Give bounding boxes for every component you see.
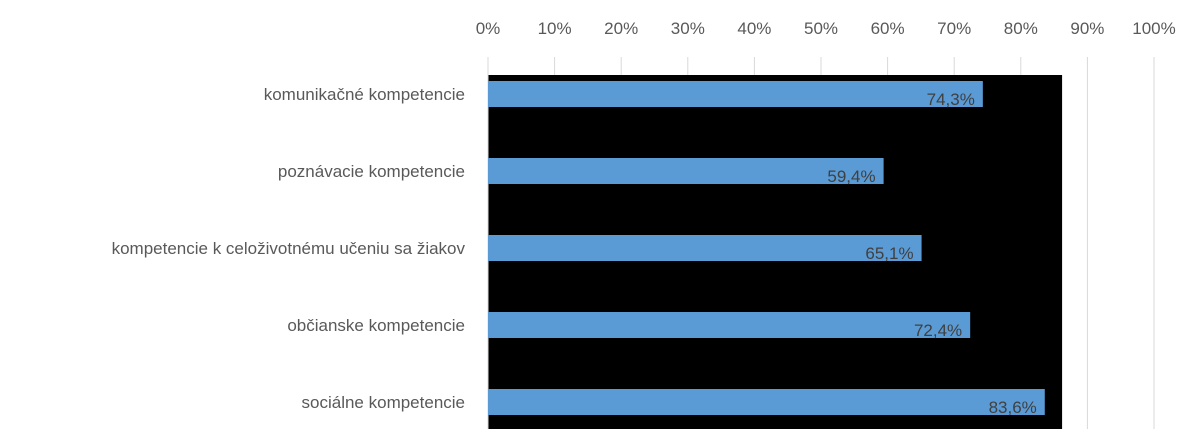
data-labels: 74,3% 59,4% 65,1% 72,4% 83,6%	[827, 90, 1036, 417]
category-label: kompetencie k celoživotnému učeniu sa ži…	[112, 239, 466, 258]
x-axis-tick-labels: 0% 10% 20% 30% 40% 50% 60% 70% 80% 90% 100%	[476, 19, 1176, 38]
bar	[488, 158, 884, 184]
data-label: 59,4%	[827, 167, 875, 186]
x-tick-label: 70%	[937, 19, 971, 38]
x-tick-label: 0%	[476, 19, 501, 38]
bar	[488, 389, 1045, 415]
x-tick-label: 90%	[1070, 19, 1104, 38]
x-tick-label: 50%	[804, 19, 838, 38]
x-tick-label: 60%	[871, 19, 905, 38]
category-label: občianske kompetencie	[287, 316, 465, 335]
category-label: poznávacie kompetencie	[278, 162, 465, 181]
x-tick-label: 40%	[737, 19, 771, 38]
category-label: sociálne kompetencie	[302, 393, 465, 412]
x-tick-label: 20%	[604, 19, 638, 38]
x-tick-label: 30%	[671, 19, 705, 38]
x-tick-label: 80%	[1004, 19, 1038, 38]
bar	[488, 81, 983, 107]
data-label: 83,6%	[989, 398, 1037, 417]
bar	[488, 235, 922, 261]
bars	[488, 81, 1045, 415]
category-label: komunikačné kompetencie	[264, 85, 465, 104]
data-label: 74,3%	[927, 90, 975, 109]
data-label: 72,4%	[914, 321, 962, 340]
x-tick-label: 100%	[1132, 19, 1175, 38]
x-tick-label: 10%	[538, 19, 572, 38]
bar	[488, 312, 971, 338]
data-label: 65,1%	[865, 244, 913, 263]
category-labels: komunikačné kompetencie poznávacie kompet…	[112, 85, 466, 412]
